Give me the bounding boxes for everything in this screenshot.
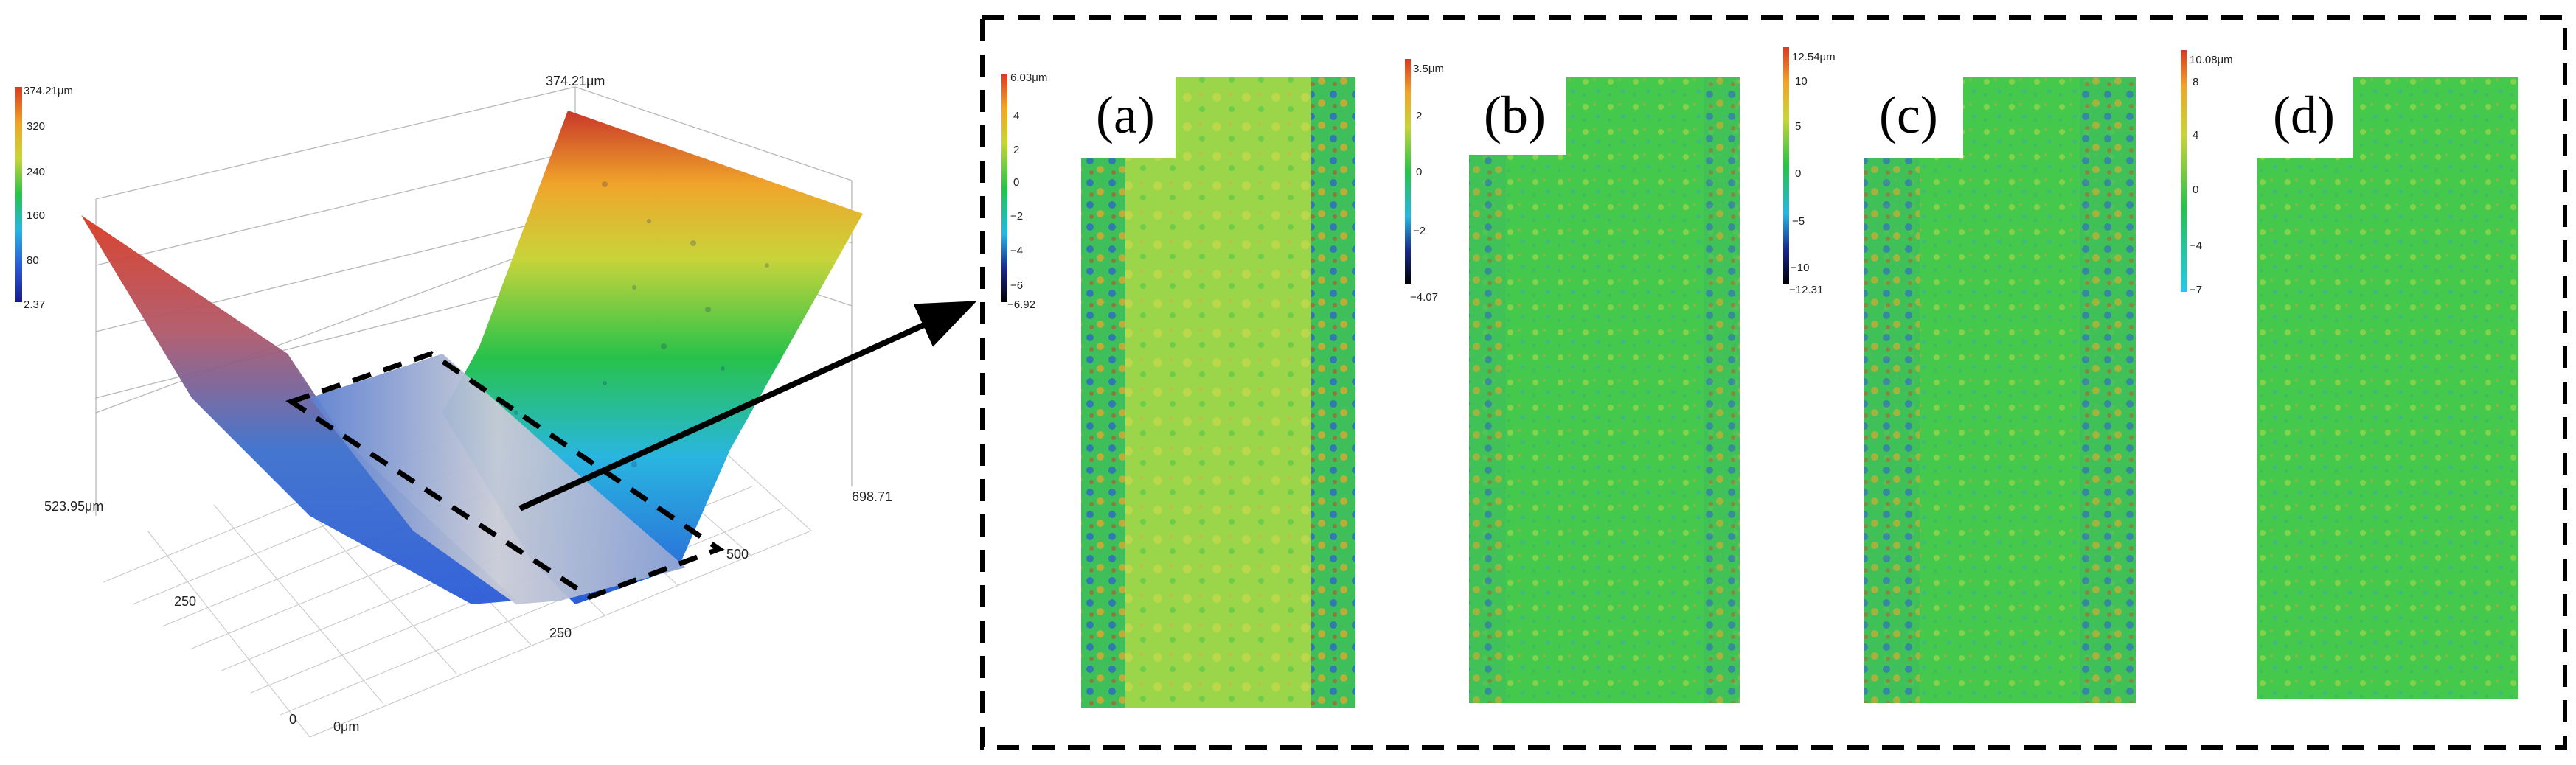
- panel-d-colorbar-tick: 8: [2193, 76, 2198, 88]
- panel-b-surface: [1469, 77, 1740, 703]
- panel-c-colorbar-tick: 5: [1795, 120, 1801, 133]
- panel-d-colorbar: [2181, 50, 2187, 292]
- panel-d-colorbar-tick: −4: [2190, 240, 2202, 252]
- panel-c-colorbar-tick: 10: [1795, 75, 1808, 88]
- panel-c-colorbar-tick: 0: [1795, 167, 1801, 180]
- panel-c-colorbar-tick: −5: [1792, 215, 1805, 228]
- panel-d-colorbar-min: −7: [2190, 284, 2202, 296]
- panel-a-colorbar-tick: 4: [1013, 110, 1019, 122]
- panel-b-letter: (b): [1484, 85, 1546, 144]
- panel-c-colorbar-min: −12.31: [1789, 284, 1823, 296]
- panel-a: 6.03μm 4 2 0 −2 −4 −6 −6.92 (a): [1001, 71, 1355, 708]
- panel-a-colorbar: [1001, 74, 1007, 302]
- overview-selection-box: [285, 351, 725, 600]
- panel-b-colorbar-tick: 0: [1416, 166, 1422, 178]
- panel-a-colorbar-tick: −2: [1010, 210, 1023, 223]
- overview-colorbar-max: 374.21μm: [24, 85, 73, 97]
- panel-b-colorbar-max: 3.5μm: [1413, 63, 1444, 75]
- overview-colorbar-tick: 240: [27, 166, 45, 178]
- panel-c-colorbar-max: 12.54μm: [1792, 51, 1836, 63]
- panel-c-letter: (c): [1879, 85, 1938, 144]
- panel-b-colorbar-tick: 2: [1416, 110, 1422, 122]
- panel-d-colorbar-max: 10.08μm: [2190, 54, 2233, 66]
- panel-b-colorbar: [1405, 59, 1411, 284]
- overview-colorbar-tick: 320: [27, 120, 45, 133]
- overview-colorbar-gradient: [15, 87, 22, 302]
- overview-axis-origin-label: 0μm: [333, 719, 359, 734]
- overview-axis-right-label: 698.71: [852, 489, 892, 504]
- panel-a-surface: [1081, 77, 1355, 708]
- panel-c-colorbar: [1783, 47, 1789, 284]
- panel-d: 10.08μm 8 4 0 −4 −7 (d): [2181, 50, 2518, 699]
- panel-b: 3.5μm 2 0 −2 −4.07 (b): [1405, 59, 1740, 703]
- overview-axis-y-tick: 250: [174, 594, 196, 609]
- panel-d-surface: [2257, 77, 2518, 699]
- panel-d-colorbar-tick: 4: [2193, 129, 2198, 142]
- panel-a-letter: (a): [1096, 85, 1155, 144]
- panel-a-colorbar-min: −6.92: [1007, 298, 1035, 311]
- panel-c-colorbar-tick: −10: [1791, 262, 1809, 274]
- overview-axis-x-tick: 500: [726, 547, 749, 562]
- overview-axis-y-tick: 0: [289, 712, 296, 727]
- panel-a-colorbar-tick: −6: [1010, 279, 1023, 292]
- panel-c: 12.54μm 10 5 0 −5 −10 −12.31 (c): [1783, 47, 2136, 703]
- panel-b-colorbar-tick: −2: [1413, 225, 1426, 237]
- overview-colorbar-tick: 80: [27, 254, 39, 267]
- overview-colorbar: 374.21μm 320 240 160 80 2.37: [15, 85, 73, 311]
- overview-3d: 374.21μm 320 240 160 80 2.37: [15, 74, 892, 738]
- panel-a-colorbar-max: 6.03μm: [1010, 71, 1047, 84]
- panel-d-letter: (d): [2273, 85, 2335, 144]
- overview-colorbar-tick: 160: [27, 209, 45, 222]
- detail-frame: [980, 15, 2567, 750]
- zoom-arrow: [518, 301, 977, 511]
- panel-d-colorbar-tick: 0: [2193, 184, 2198, 196]
- overview-axis-left-label: 523.95μm: [44, 499, 103, 514]
- overview-valley-floor: [310, 354, 686, 604]
- overview-axis-top-label: 374.21μm: [546, 74, 605, 88]
- overview-colorbar-min: 2.37: [24, 298, 45, 311]
- panel-a-colorbar-tick: 2: [1013, 144, 1019, 156]
- overview-axis-x-tick: 250: [549, 626, 572, 640]
- panel-a-colorbar-tick: 0: [1013, 176, 1019, 189]
- panel-c-surface: [1864, 77, 2136, 703]
- panel-b-colorbar-min: −4.07: [1410, 291, 1438, 304]
- panel-a-colorbar-tick: −4: [1010, 245, 1023, 257]
